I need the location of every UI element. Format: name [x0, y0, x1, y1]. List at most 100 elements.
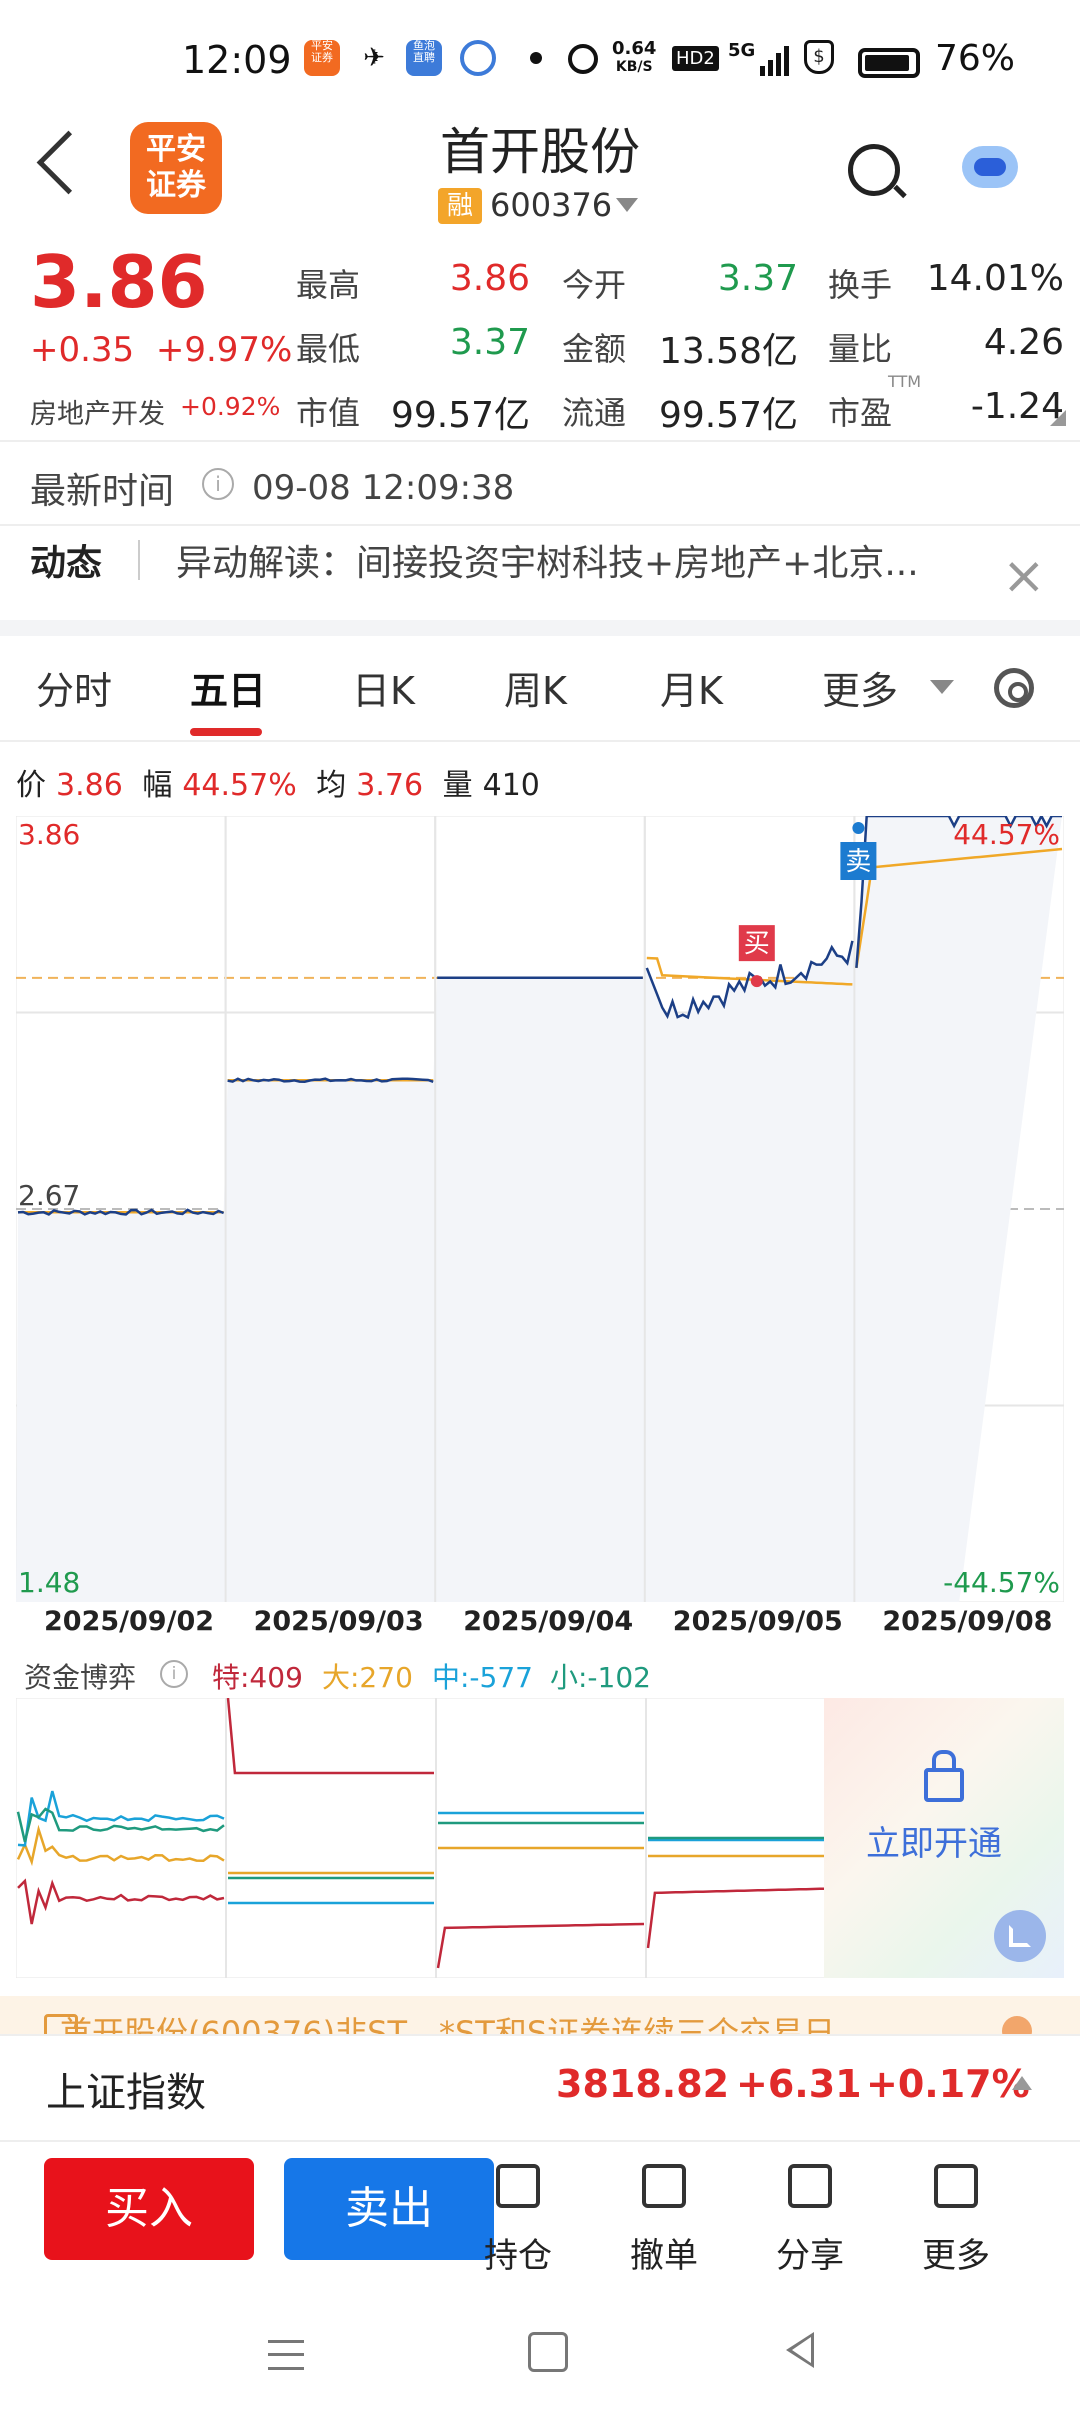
- quote-value: 3.37: [717, 258, 798, 299]
- quote-label: 市盈: [828, 394, 893, 432]
- y-tick-label: 3.86: [18, 818, 80, 851]
- x-tick-label: 2025/09/03: [253, 1606, 424, 1637]
- capital-flow-item: 中:-577: [432, 1661, 533, 1694]
- x-tick-label: 2025/09/02: [44, 1606, 215, 1637]
- y-tick-label-right: 44.57%: [953, 818, 1060, 851]
- chevron-down-icon[interactable]: [616, 198, 638, 212]
- sell-marker: [840, 842, 877, 880]
- quote-value: 4.26: [983, 322, 1064, 363]
- news-text[interactable]: 异动解读：间接投资宇树科技+房地产+北京...: [176, 543, 919, 584]
- divider: [0, 524, 1080, 526]
- action-3[interactable]: 更多: [906, 2164, 1006, 2277]
- chevron-up-icon[interactable]: [1012, 2076, 1032, 2090]
- home-icon[interactable]: [528, 2332, 568, 2372]
- info-icon[interactable]: i: [202, 468, 234, 500]
- corner-icon: [1050, 410, 1066, 426]
- quote-label: 今开: [562, 266, 627, 304]
- unlock-text[interactable]: 立即开通: [866, 1824, 1002, 1864]
- close-icon[interactable]: ×: [1002, 546, 1046, 606]
- app-icon: ✈: [356, 40, 392, 76]
- quote-value: 99.57亿: [390, 395, 530, 436]
- quote-label: 金额: [562, 330, 627, 368]
- capital-flow-item: 大:270: [322, 1661, 413, 1694]
- legend-price: 3.86: [56, 768, 123, 803]
- assistant-robot-icon[interactable]: [962, 146, 1018, 188]
- broker-logo[interactable]: 平安 证券: [130, 122, 222, 214]
- flow-series-line: [17, 1790, 854, 1905]
- divider: [138, 540, 140, 580]
- legend-avg: 3.76: [356, 768, 424, 803]
- quote-value: 13.58亿: [658, 331, 798, 372]
- alarm-icon: [568, 44, 598, 74]
- x-tick-label: 2025/09/04: [463, 1606, 634, 1637]
- buy-marker-label: 买: [744, 929, 770, 959]
- expand-icon[interactable]: [994, 1910, 1046, 1962]
- dot-icon: [530, 52, 542, 64]
- status-time: 12:09: [182, 38, 292, 82]
- sell-button[interactable]: 卖出: [284, 2158, 494, 2260]
- flow-series-line: [17, 1698, 855, 1969]
- quote-label: 换手: [828, 266, 893, 304]
- active-tab-indicator: [190, 728, 262, 736]
- divider: [0, 740, 1080, 742]
- chevron-down-icon[interactable]: [930, 680, 954, 694]
- margin-badge: 融: [438, 188, 482, 224]
- signal-5g-icon: 5G: [728, 40, 756, 61]
- tab-2[interactable]: 日K: [352, 669, 415, 713]
- quote-label: 量比: [828, 330, 893, 368]
- lock-icon: [924, 1750, 964, 1802]
- action-0[interactable]: 持仓: [468, 2164, 568, 2277]
- stock-title: 首开股份: [440, 123, 640, 181]
- nav-back-icon[interactable]: [786, 2332, 814, 2368]
- browser-icon: [460, 40, 496, 76]
- index-name: 上证指数: [46, 2070, 206, 2116]
- action-label: 分享: [776, 2236, 844, 2276]
- action-1[interactable]: 撤单: [614, 2164, 714, 2277]
- quote-label: 最低: [296, 330, 361, 368]
- tab-3[interactable]: 周K: [504, 669, 567, 713]
- quote-label: 流通: [562, 394, 627, 432]
- hd-icon: HD2: [672, 46, 719, 71]
- signal-bars-icon: [760, 46, 790, 80]
- action-2[interactable]: 分享: [760, 2164, 860, 2277]
- sector-name[interactable]: 房地产开发: [30, 399, 165, 430]
- search-icon[interactable]: [848, 144, 900, 196]
- ttm-label: TTM: [888, 372, 922, 391]
- buy-marker: [738, 925, 775, 962]
- gear-icon[interactable]: [994, 668, 1034, 708]
- action-label: 持仓: [484, 2236, 552, 2276]
- price-area: [16, 816, 1062, 1602]
- notice-banner[interactable]: [0, 1996, 1080, 2034]
- tab-4[interactable]: 月K: [660, 669, 723, 713]
- sell-marker-label: 卖: [845, 847, 871, 877]
- quote-value: 3.86: [449, 258, 530, 299]
- battery-percent: 76%: [935, 38, 1016, 79]
- x-tick-label: 2025/09/08: [882, 1606, 1053, 1637]
- five-day-chart[interactable]: 买 卖 3.86 2.67 1.48 44.57% -44.57%: [16, 816, 1064, 1602]
- legend-vol: 410: [482, 768, 540, 803]
- quote-value: 14.01%: [926, 258, 1064, 299]
- network-speed: 0.64 KB/S: [612, 38, 657, 76]
- y-tick-label: 1.48: [18, 1566, 80, 1599]
- index-bar[interactable]: [0, 2034, 1080, 2142]
- buy-button[interactable]: 买入: [44, 2158, 254, 2260]
- sector-change: +0.92%: [180, 392, 281, 421]
- quote-label: 最高: [296, 266, 361, 304]
- info-icon[interactable]: i: [160, 1660, 188, 1688]
- cancel-order-icon: [642, 2164, 686, 2208]
- recent-apps-icon[interactable]: [268, 2340, 304, 2370]
- quote-value: 99.57亿: [658, 395, 798, 436]
- holdings-icon: [496, 2164, 540, 2208]
- latest-time-label: 最新时间: [30, 471, 175, 512]
- y-tick-label-right: -44.57%: [943, 1566, 1060, 1599]
- capital-flow-title: 资金博弈: [24, 1661, 137, 1694]
- flow-series-line: [16, 1824, 854, 1875]
- shield-icon: $: [804, 40, 834, 74]
- tab-0[interactable]: 分时: [36, 669, 113, 713]
- tab-1[interactable]: 五日: [190, 669, 267, 713]
- series-price-line: [17, 816, 1062, 1216]
- stock-code[interactable]: 600376: [490, 186, 613, 224]
- tab-5[interactable]: 更多: [822, 669, 899, 713]
- quote-value: -1.24: [970, 386, 1064, 427]
- buy-point: [750, 975, 763, 988]
